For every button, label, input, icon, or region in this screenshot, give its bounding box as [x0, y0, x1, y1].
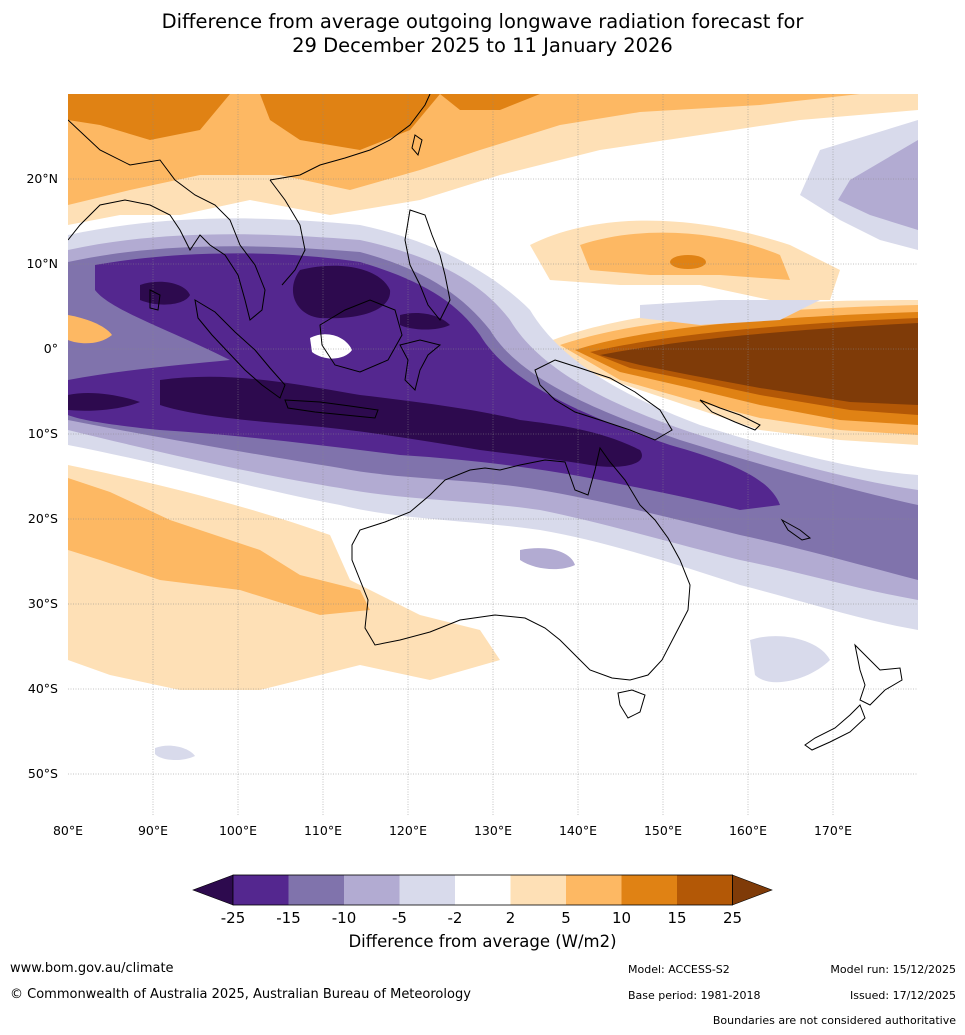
lat-label: 10°N [26, 256, 58, 271]
colorbar-tick: -15 [276, 909, 301, 927]
new-caledonia-coastline [780, 518, 812, 541]
colorbar-segment [566, 875, 622, 905]
new-zealand-north-coastline [854, 643, 903, 706]
lat-label: 40°S [28, 681, 58, 696]
vietnam-coastline [269, 179, 306, 286]
solomon-islands-coastline [699, 399, 761, 431]
lon-label: 140°E [559, 823, 597, 838]
title-line-2: 29 December 2025 to 11 January 2026 [292, 34, 673, 57]
colorbar-tick: 5 [561, 909, 571, 927]
footer-copyright: © Commonwealth of Australia 2025, Austra… [10, 987, 471, 1002]
anomaly-region-maritime-negative-peak [68, 265, 642, 467]
lon-label: 90°E [138, 823, 168, 838]
colorbar-tick: 2 [506, 909, 516, 927]
colorbar-tick: 15 [667, 909, 686, 927]
colorbar-tick: 25 [723, 909, 742, 927]
colorbar-title: Difference from average (W/m2) [348, 932, 617, 951]
lat-label: 20°N [26, 171, 58, 186]
footer-model: Model: ACCESS-S2 [628, 963, 730, 976]
longitude-labels: 80°E 90°E 100°E 110°E 120°E 130°E 140°E … [53, 823, 852, 838]
lat-label: 20°S [28, 511, 58, 526]
lat-label: 30°S [28, 596, 58, 611]
lat-label: 50°S [28, 766, 58, 781]
colorbar: -25 -15 -10 -5 -2 2 5 10 15 25 [192, 874, 773, 927]
anomaly-region-north-pacific-negative-core [838, 140, 918, 230]
anomaly-region-subtropical-pacific-negative [640, 300, 820, 325]
colorbar-segment [677, 875, 733, 905]
graticule [68, 94, 918, 816]
colorbar-tick: -25 [221, 909, 246, 927]
colorbar-segment [455, 875, 511, 905]
borneo-coastline [319, 299, 403, 373]
lon-label: 80°E [53, 823, 83, 838]
lon-label: 160°E [729, 823, 767, 838]
lon-label: 110°E [304, 823, 342, 838]
lat-label: 10°S [28, 426, 58, 441]
new-zealand-south-coastline [804, 704, 866, 751]
china-coastline [269, 94, 431, 181]
colorbar-tick: 10 [612, 909, 631, 927]
new-guinea-coastline [534, 359, 673, 441]
lon-label: 150°E [644, 823, 682, 838]
coastlines [68, 94, 903, 751]
sri-lanka-coastline [149, 289, 161, 311]
sumatra-coastline [194, 299, 286, 399]
chart-title: Difference from average outgoing longwav… [0, 10, 965, 58]
footer-base-period: Base period: 1981-2018 [628, 989, 761, 1002]
colorbar-segment [621, 875, 677, 905]
colorbar-tick: -2 [448, 909, 463, 927]
footer-disclaimer: Boundaries are not considered authoritat… [712, 1014, 956, 1027]
footer-model-run: Model run: 15/12/2025 [830, 963, 956, 976]
lon-label: 170°E [814, 823, 852, 838]
sulawesi-coastline [399, 339, 442, 391]
colorbar-tick-labels: -25 -15 -10 -5 -2 2 5 10 15 25 [221, 909, 742, 927]
colorbar-segment [399, 875, 455, 905]
colorbar-segment [510, 875, 566, 905]
colorbar-tick: -5 [392, 909, 407, 927]
colorbar-tick: -10 [332, 909, 357, 927]
title-line-1: Difference from average outgoing longwav… [161, 10, 804, 33]
anomaly-region-asia-strong [68, 94, 540, 150]
footer-issued: Issued: 17/12/2025 [849, 989, 956, 1002]
anomaly-region-south-indian-positive-core [68, 478, 370, 615]
anomaly-region-asia-positive-core [68, 94, 860, 205]
colorbar-extend-high [732, 874, 773, 906]
philippines-coastline [404, 209, 451, 321]
colorbar-extend-low [192, 874, 234, 906]
lat-label: 0° [44, 341, 58, 356]
colorbar-segment [288, 875, 344, 905]
taiwan-coastline [411, 134, 423, 157]
latitude-labels: 20°N 10°N 0° 10°S 20°S 30°S 40°S 50°S [26, 171, 58, 781]
footer-website[interactable]: www.bom.gov.au/climate [10, 961, 174, 976]
java-coastline [284, 399, 379, 419]
colorbar-segment [344, 875, 400, 905]
australia-coastline [351, 446, 691, 681]
lon-label: 120°E [389, 823, 427, 838]
mainland-asia-coastline [68, 119, 266, 321]
colorbar-segment [233, 875, 289, 905]
tasmania-coastline [617, 689, 646, 719]
anomaly-region-equatorial-pacific-max [600, 323, 918, 405]
lon-label: 130°E [474, 823, 512, 838]
lon-label: 100°E [219, 823, 257, 838]
